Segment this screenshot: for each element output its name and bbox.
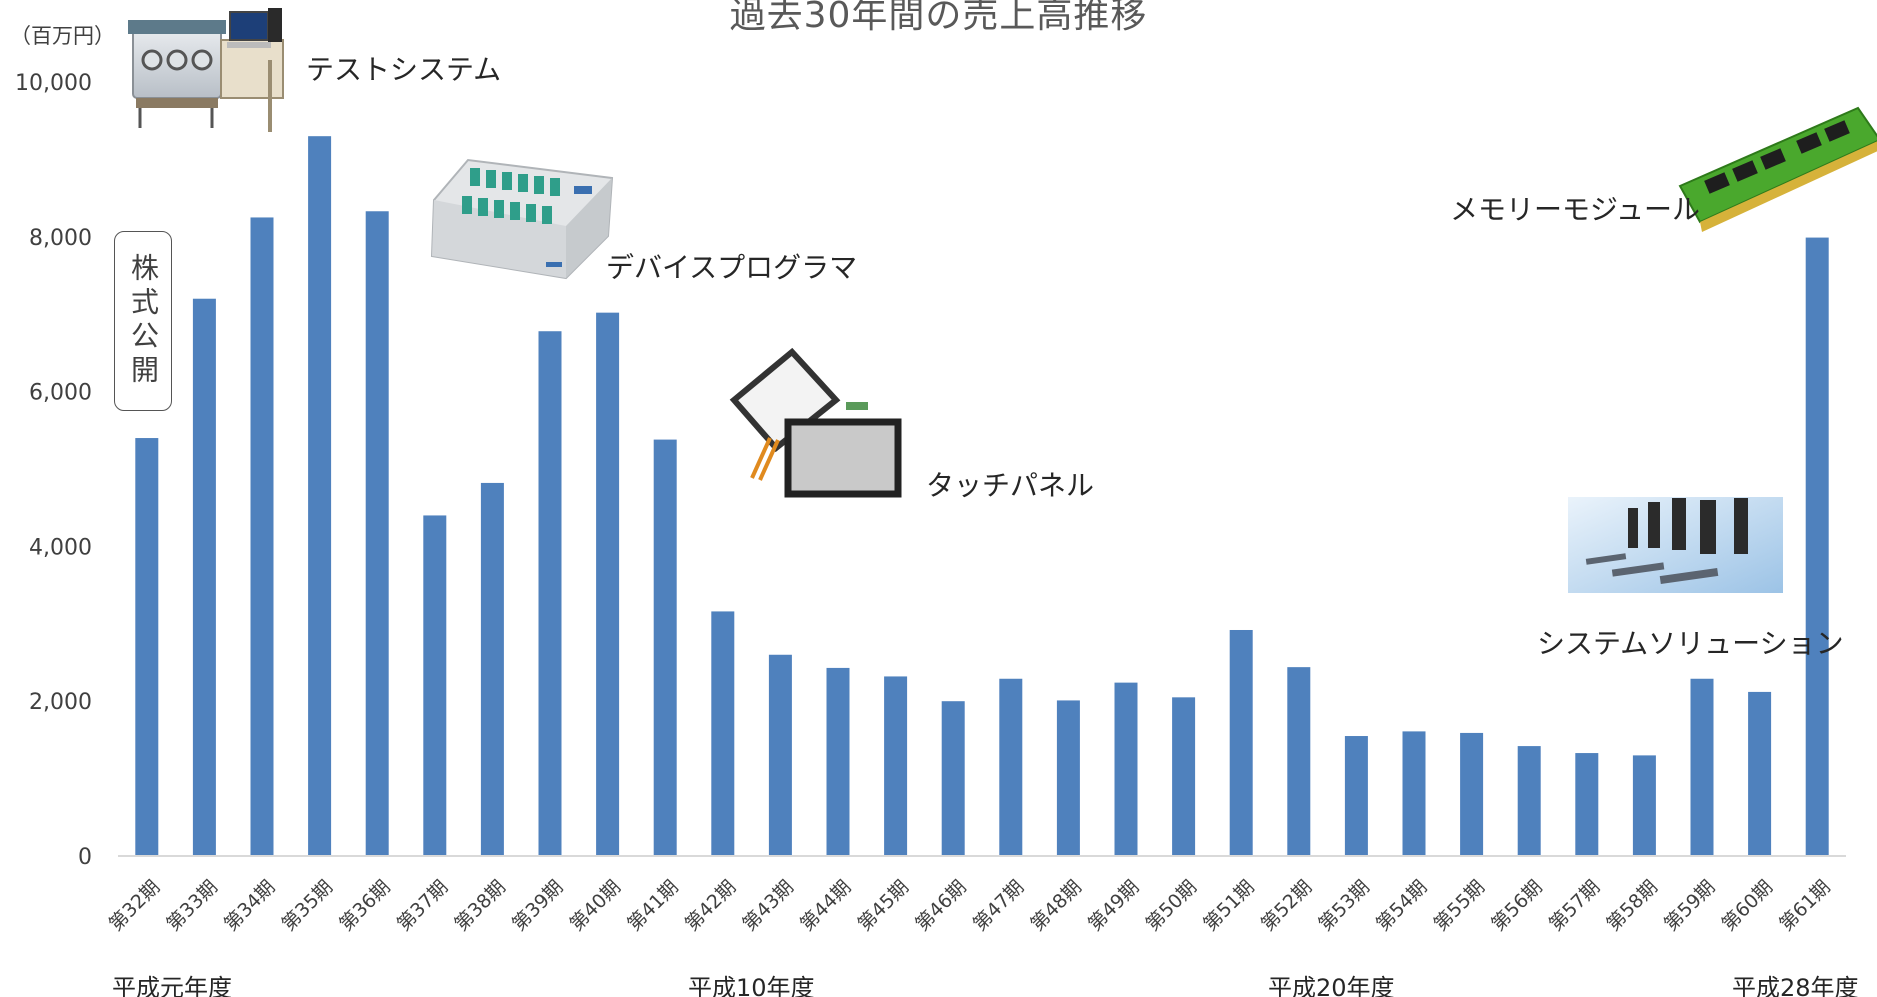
chart-title: 過去30年間の売上高推移 [729,0,1148,36]
x-tick-label: 第56期 [1487,876,1547,936]
bar-第35期 [308,136,332,856]
x-tick-label: 第36期 [335,876,395,936]
x-tick-label: 第54期 [1372,876,1432,936]
x-tick-label: 第55期 [1430,876,1490,936]
x-tick-label: 第58期 [1602,876,1662,936]
bar-第50期 [1172,697,1196,856]
touch-panel-icon [722,336,904,512]
x-tick-label: 第50期 [1142,876,1202,936]
x-tick-label: 第41期 [623,876,683,936]
y-tick-label: 10,000 [15,71,92,96]
test-system-label: テストシステム [306,53,502,86]
bar-第48期 [1056,700,1080,856]
x-tick-label: 第48期 [1026,876,1086,936]
x-tick-label: 第38期 [450,876,510,936]
x-tick-label: 第60期 [1718,876,1778,936]
bar-第61期 [1805,237,1829,857]
bar-第34期 [250,217,274,856]
x-tick-label: 第37期 [393,876,453,936]
bar-第43期 [768,654,792,856]
x-tick-label: 第42期 [681,876,741,936]
bar-第57期 [1575,753,1599,856]
bar-第40期 [596,312,620,857]
touch-panel-label: タッチパネル [926,469,1095,502]
x-tick-label: 第61期 [1775,876,1835,936]
bar-第54期 [1402,731,1426,856]
bar-第53期 [1344,736,1368,856]
bar-第32期 [135,438,159,856]
x-tick-label: 第44期 [796,876,856,936]
bar-第41期 [653,439,677,856]
bars-group [135,136,1829,857]
x-tick-label: 第52期 [1257,876,1317,936]
bar-第42期 [711,611,735,856]
ipo-annotation-box: 株式公開 [114,231,172,411]
x-tick-label: 第57期 [1545,876,1605,936]
x-tick-label: 第40期 [566,876,626,936]
device-programmer-icon [430,158,614,280]
x-tick-label: 第35期 [278,876,338,936]
bar-第49期 [1114,682,1138,856]
bar-第51期 [1229,629,1253,856]
y-axis-unit-label: （百万円） [10,24,115,48]
test-system-icon [128,8,284,132]
system-solution-label: システムソリューション [1537,627,1844,660]
bar-第58期 [1632,755,1656,856]
memory-module-icon [1678,106,1877,232]
x-tick-label: 第39期 [508,876,568,936]
bar-第39期 [538,331,562,856]
era-label-h1: 平成元年度 [112,974,232,997]
era-label-h28: 平成28年度 [1732,974,1859,997]
x-tick-label: 第47期 [969,876,1029,936]
bar-第33期 [192,298,216,857]
bar-第45期 [884,676,908,856]
bar-第47期 [999,678,1023,856]
x-tick-label: 第45期 [854,876,914,936]
device-programmer-label: デバイスプログラマ [606,251,858,284]
bar-第46期 [941,701,965,856]
ipo-annotation-text: 株式公開 [127,253,160,389]
bar-第44期 [826,667,850,856]
x-tick-label: 第53期 [1314,876,1374,936]
system-solution-icon [1568,497,1783,593]
y-axis-ticks: 0 2,000 4,000 6,000 8,000 10,000 [15,71,92,870]
bar-第52期 [1287,667,1311,856]
x-axis-ticks: 第32期第33期第34期第35期第36期第37期第38期第39期第40期第41期… [105,876,1835,936]
x-tick-label: 第59期 [1660,876,1720,936]
memory-module-label: メモリーモジュール [1450,193,1701,226]
y-tick-label: 0 [78,845,92,870]
bar-第36期 [365,211,389,856]
bar-第37期 [423,515,447,856]
bar-第56期 [1517,746,1541,856]
era-label-h10: 平成10年度 [688,974,815,997]
bar-第60期 [1748,691,1772,856]
x-tick-label: 第49期 [1084,876,1144,936]
x-tick-label: 第34期 [220,876,280,936]
bar-第59期 [1690,678,1714,856]
bar-第38期 [480,482,504,856]
y-tick-label: 2,000 [29,690,92,715]
bar-第55期 [1460,732,1484,856]
x-tick-label: 第32期 [105,876,165,936]
x-tick-label: 第51期 [1199,876,1259,936]
y-tick-label: 4,000 [29,535,92,560]
x-tick-label: 第43期 [738,876,798,936]
y-tick-label: 6,000 [29,381,92,406]
x-tick-label: 第46期 [911,876,971,936]
era-label-h20: 平成20年度 [1268,974,1395,997]
x-tick-label: 第33期 [162,876,222,936]
y-tick-label: 8,000 [29,226,92,251]
